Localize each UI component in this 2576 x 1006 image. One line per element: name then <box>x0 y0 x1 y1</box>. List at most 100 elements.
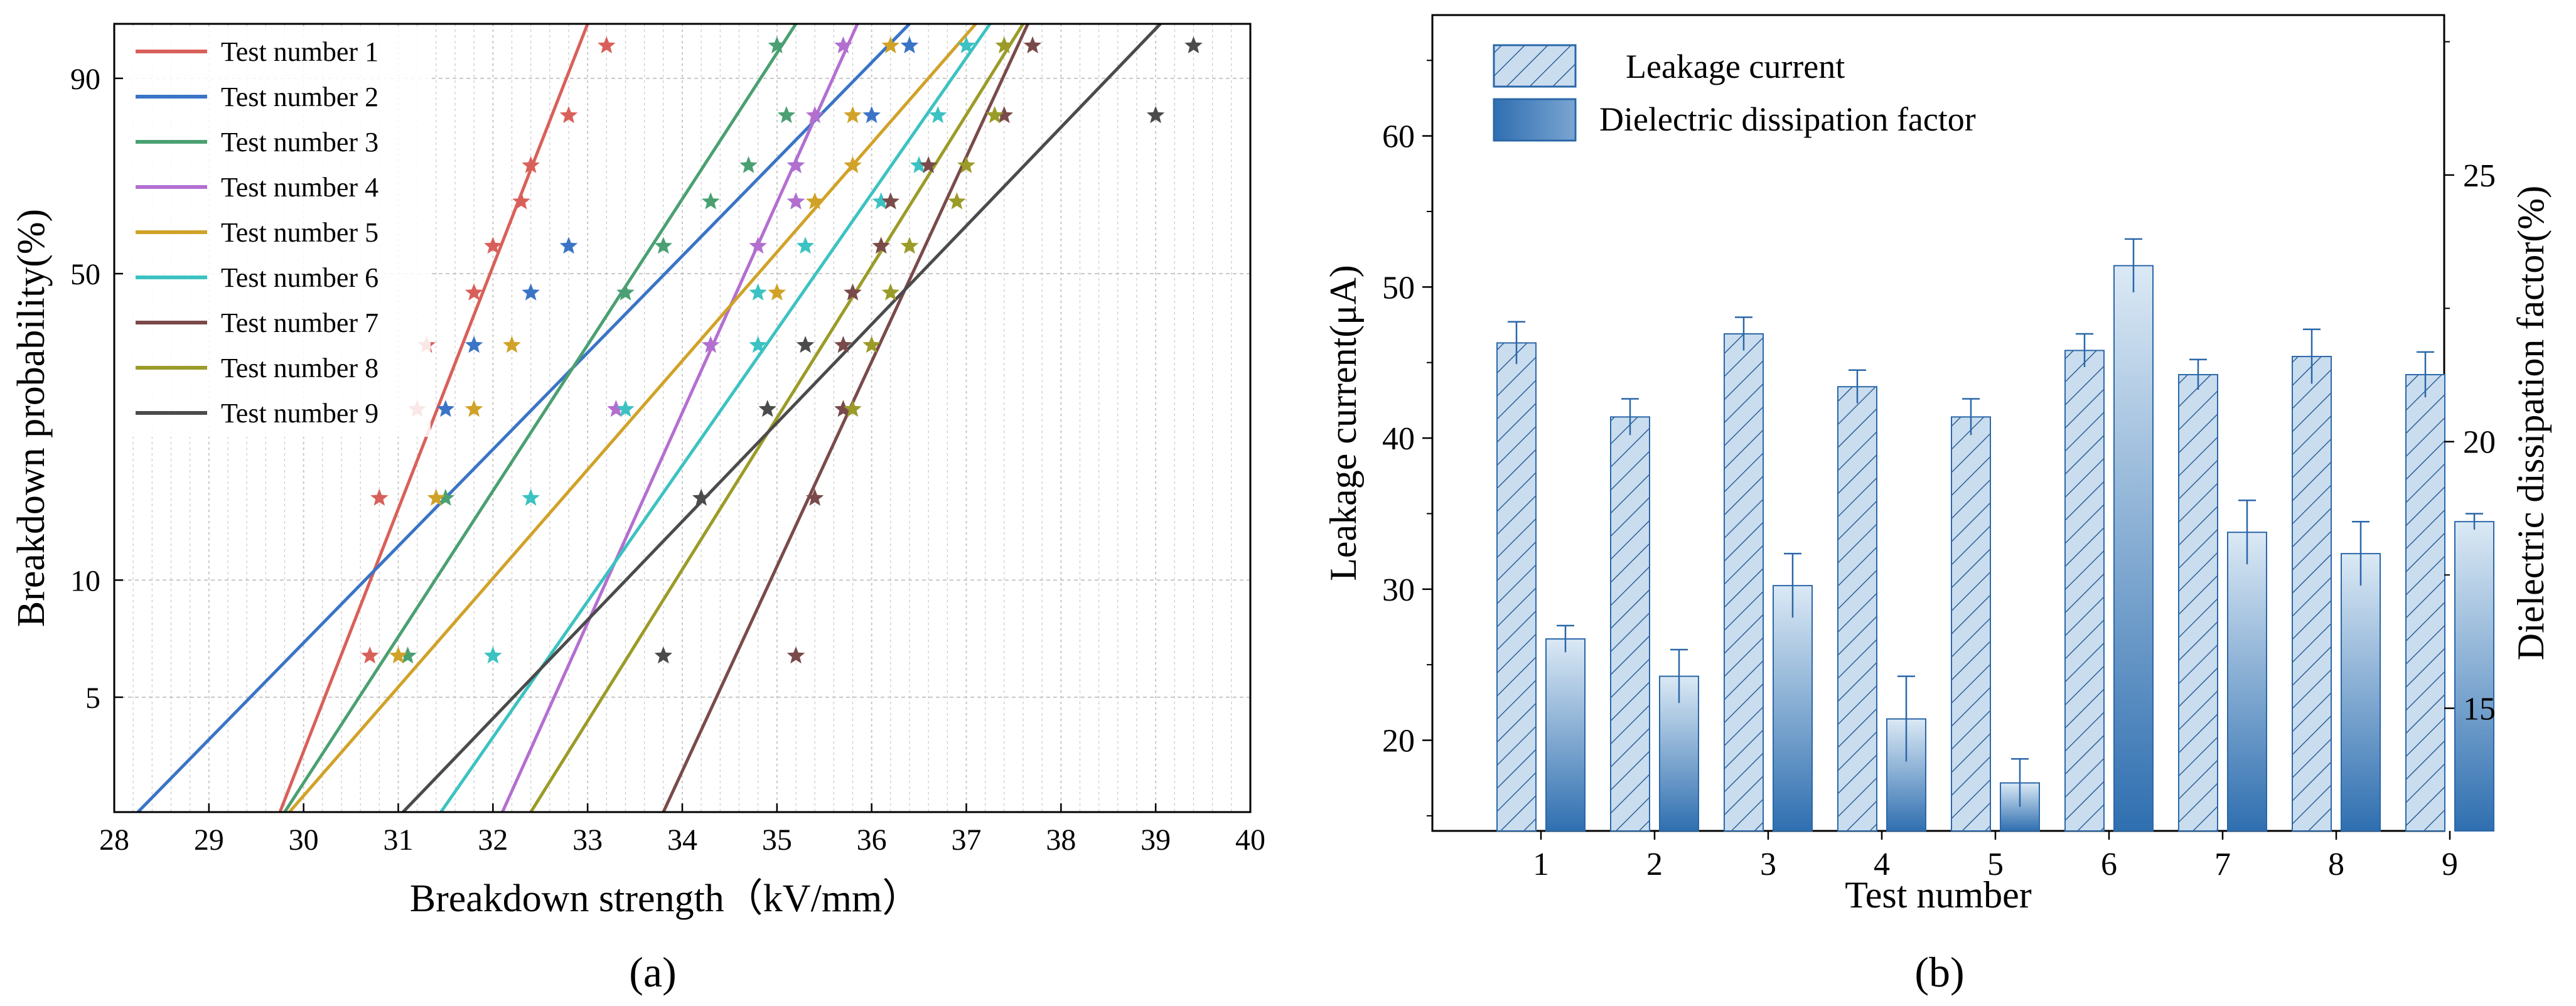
data-point-test-8 <box>862 336 881 353</box>
data-point-test-4 <box>749 237 767 254</box>
fit-line-test-8 <box>529 23 1025 813</box>
fit-line-test-5 <box>288 23 977 813</box>
fit-line-test-7 <box>662 23 1029 813</box>
data-point-test-3 <box>739 156 758 173</box>
x-tick-label: 36 <box>857 823 887 857</box>
panel-b-right-y-ticks: 15 20 25 <box>2444 41 2496 727</box>
legend-swatch-leakage-current <box>1493 44 1577 88</box>
data-point-test-8 <box>900 237 919 254</box>
data-point-test-3 <box>768 36 786 53</box>
data-point-test-1 <box>559 106 578 124</box>
legend-label-dissipation-factor: Dielectric dissipation factor <box>1599 100 1976 138</box>
data-point-test-7 <box>834 400 852 417</box>
x-tick-label: 1 <box>1533 847 1549 882</box>
left-y-tick-label: 30 <box>1382 572 1415 608</box>
right-y-tick-label: 25 <box>2463 158 2496 194</box>
data-point-test-7 <box>919 156 938 173</box>
data-point-test-6 <box>910 156 928 173</box>
data-point-test-9 <box>1184 36 1203 53</box>
right-y-tick-label: 15 <box>2463 692 2496 727</box>
data-point-test-5 <box>844 106 862 124</box>
data-point-test-2 <box>559 237 578 254</box>
legend-label-test-5: Test number 5 <box>221 217 378 248</box>
data-point-test-3 <box>399 646 417 664</box>
data-point-test-7 <box>872 237 890 254</box>
data-point-test-7 <box>995 106 1014 124</box>
x-tick-label: 29 <box>194 823 224 857</box>
x-tick-label: 34 <box>667 823 697 857</box>
legend-label-leakage-current: Leakage current <box>1626 48 1845 85</box>
data-point-test-9 <box>692 488 711 506</box>
fit-line-test-3 <box>283 23 798 813</box>
panel-a-data-points <box>361 36 1203 664</box>
data-point-test-1 <box>484 237 502 254</box>
panel-a-x-axis-label: Breakdown strength（kV/mm） <box>410 877 921 920</box>
data-point-test-3 <box>616 283 635 301</box>
panel-a-fit-lines <box>136 23 1162 813</box>
bar-leakage-current <box>2064 350 2105 832</box>
x-tick-label: 32 <box>478 823 508 857</box>
right-y-tick-label: 20 <box>2463 425 2496 461</box>
bar-leakage-current <box>2405 373 2445 832</box>
data-point-test-5 <box>768 283 786 301</box>
panel-b-caption: (b) <box>1914 948 1964 996</box>
legend-label-test-4: Test number 4 <box>221 172 378 203</box>
legend-label-test-7: Test number 7 <box>221 308 378 338</box>
data-point-test-1 <box>370 488 389 506</box>
x-tick-label: 5 <box>1987 847 2004 882</box>
data-point-test-3 <box>702 192 720 210</box>
panel-b-error-bars <box>1508 238 2483 807</box>
data-point-test-4 <box>786 156 805 173</box>
legend-label-test-3: Test number 3 <box>221 127 378 158</box>
fit-line-test-4 <box>501 23 859 813</box>
data-point-test-5 <box>805 192 824 210</box>
panel-b-legend: Leakage current Dielectric dissipation f… <box>1493 44 1976 142</box>
left-y-tick-label: 20 <box>1382 724 1415 759</box>
data-point-test-1 <box>522 156 540 173</box>
data-point-test-3 <box>777 106 796 124</box>
data-point-test-1 <box>361 646 379 664</box>
panel-b-x-axis-label: Test number <box>1845 874 2031 916</box>
legend-label-test-9: Test number 9 <box>221 398 378 429</box>
data-point-test-7 <box>881 192 900 210</box>
left-y-tick-label: 50 <box>1382 270 1415 306</box>
data-point-test-9 <box>758 400 776 417</box>
fit-line-test-1 <box>278 23 589 813</box>
data-point-test-6 <box>957 36 975 53</box>
panel-a-x-ticks: 28 29 30 31 32 33 34 35 36 37 38 39 40 <box>99 803 1265 857</box>
panel-a-caption: (a) <box>629 948 676 996</box>
x-tick-label: 4 <box>1874 847 1890 882</box>
x-tick-label: 37 <box>952 823 982 857</box>
x-tick-label: 3 <box>1760 847 1776 882</box>
data-point-test-3 <box>436 488 455 506</box>
data-point-test-1 <box>464 283 483 301</box>
data-point-test-2 <box>862 106 881 124</box>
data-point-test-9 <box>1146 106 1165 124</box>
y-tick-label: 90 <box>70 63 100 96</box>
data-point-test-7 <box>834 336 852 353</box>
data-point-test-2 <box>522 283 540 301</box>
bar-leakage-current <box>1610 416 1650 832</box>
fit-line-test-2 <box>136 23 911 813</box>
data-point-test-8 <box>957 156 975 173</box>
data-point-test-4 <box>607 400 625 417</box>
data-point-test-6 <box>796 237 815 254</box>
data-point-test-6 <box>749 283 767 301</box>
x-tick-label: 33 <box>572 823 603 857</box>
x-tick-label: 6 <box>2101 847 2117 882</box>
left-y-tick-label: 60 <box>1382 119 1415 155</box>
bar-leakage-current <box>1724 333 1764 832</box>
data-point-test-3 <box>654 237 673 254</box>
data-point-test-7 <box>805 488 824 506</box>
data-point-test-4 <box>834 36 852 53</box>
x-tick-label: 39 <box>1140 823 1171 857</box>
bar-leakage-current <box>2292 356 2332 832</box>
data-point-test-5 <box>389 646 407 664</box>
bar-leakage-current <box>1837 386 1877 832</box>
data-point-test-7 <box>786 646 805 664</box>
data-point-test-9 <box>796 336 815 353</box>
data-point-test-1 <box>512 192 530 210</box>
panel-b-bar-chart: 1 2 3 4 5 6 7 8 9 20 30 40 50 60 15 20 25 Leakage curr… <box>1323 14 2552 996</box>
x-tick-label: 38 <box>1046 823 1076 857</box>
